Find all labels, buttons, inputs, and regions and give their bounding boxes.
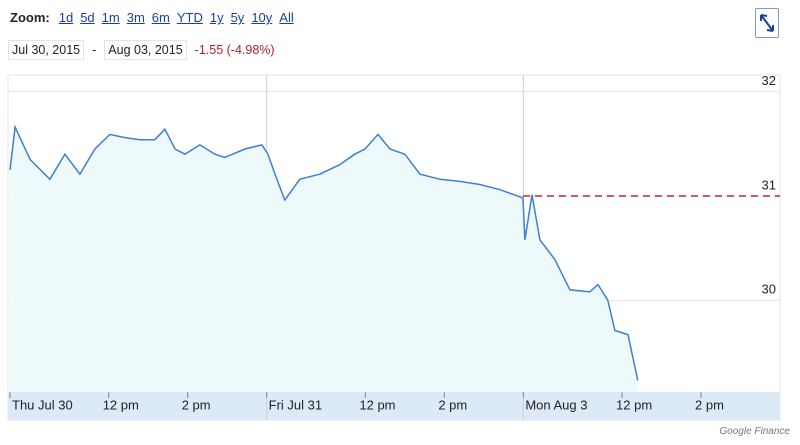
x-tick-label: 12 pm	[103, 397, 139, 412]
x-tick-label: 2 pm	[438, 397, 467, 412]
date-range: Jul 30, 2015 - Aug 03, 2015 -1.55 (-4.98…	[8, 40, 275, 60]
zoom-option[interactable]: YTD	[176, 10, 203, 25]
source: Google Finance	[719, 426, 790, 437]
zoom-option[interactable]: 1m	[101, 10, 120, 25]
price-change: -1.55 (-4.98%)	[194, 43, 275, 57]
expand-icon	[760, 14, 774, 32]
price-line	[9, 124, 639, 381]
zoom-label: Zoom:	[10, 10, 50, 25]
x-tick-label: Mon Aug 3	[525, 397, 587, 412]
zoom-option[interactable]: 5y	[230, 10, 245, 25]
x-tick-label: 2 pm	[182, 397, 211, 412]
x-axis-band	[8, 392, 780, 420]
zoom-option[interactable]: 1y	[209, 10, 224, 25]
y-tick-label: 31	[762, 177, 776, 192]
zoom-option[interactable]: All	[279, 10, 294, 25]
separator: -	[92, 43, 97, 57]
chart: 30 31 32 Thu Jul 30 12 pm 2 pm Fri Jul 31 12 pm…	[7, 73, 781, 421]
x-tick-label: 12 pm	[359, 397, 395, 412]
y-tick-label: 32	[762, 73, 776, 88]
x-tick-label: Thu Jul 30	[12, 397, 73, 412]
zoom-option[interactable]: 10y	[251, 10, 273, 25]
zoom-option[interactable]: 1d	[58, 10, 74, 25]
expand-button[interactable]	[755, 8, 779, 38]
start-date[interactable]: Jul 30, 2015	[8, 40, 85, 60]
x-tick-label: 12 pm	[616, 397, 652, 412]
zoom-option[interactable]: 3m	[126, 10, 145, 25]
area	[10, 127, 638, 392]
end-date[interactable]: Aug 03, 2015	[104, 40, 187, 60]
x-tick-label: 2 pm	[695, 397, 724, 412]
zoom-option[interactable]: 5d	[80, 10, 95, 25]
zoom-option[interactable]: 6m	[151, 10, 170, 25]
y-tick-label: 30	[762, 282, 776, 297]
zoom-bar: Zoom: 1d 5d 1m 3m 6m YTD 1y 5y 10y All	[10, 10, 294, 25]
x-tick-label: Fri Jul 31	[269, 397, 322, 412]
